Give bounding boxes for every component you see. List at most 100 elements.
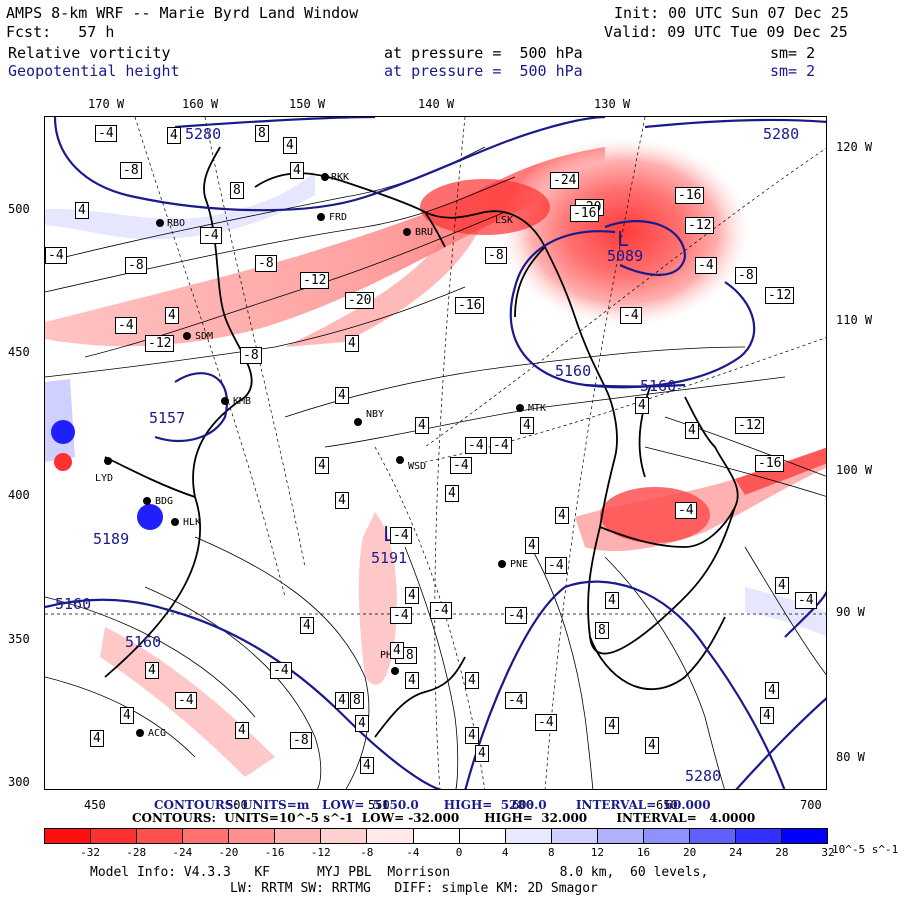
station-label: SDM	[195, 331, 214, 342]
colorbar-tick-label: 16	[636, 846, 651, 859]
height-label: 5191	[371, 549, 408, 567]
station-label: PHI	[380, 650, 398, 661]
vorticity-value-box: 4	[390, 642, 404, 659]
vorticity-value-box: -4	[115, 317, 137, 334]
valid-time: Valid: 09 UTC Tue 09 Dec 25	[604, 23, 848, 41]
vorticity-value-box: 4	[465, 727, 479, 744]
vorticity-value-box: -8	[120, 162, 142, 179]
vorticity-value-box: 4	[645, 737, 659, 754]
map-panel: RBO RKK FRD BRU LSK SDM KMB NBY MTK WSD …	[44, 116, 827, 790]
vorticity-value-box: 4	[145, 662, 159, 679]
vorticity-value-box: -4	[620, 307, 642, 324]
bottom-axis-label: 550	[368, 798, 390, 812]
vorticity-value-box: -4	[505, 692, 527, 709]
init-time: Init: 00 UTC Sun 07 Dec 25	[614, 4, 849, 22]
model-physics: LW: RRTM SW: RRTMG DIFF: simple KM: 2D S…	[230, 881, 598, 896]
colorbar-swatch	[782, 829, 828, 843]
vorticity-value-box: 4	[405, 672, 419, 689]
vorticity-value-box: 4	[405, 587, 419, 604]
vorticity-value-box: -4	[200, 227, 222, 244]
top-axis-label: 150 W	[289, 97, 326, 111]
vorticity-value-box: -24	[550, 172, 580, 189]
colorbar-swatch	[183, 829, 230, 843]
vorticity-value-box: 4	[120, 707, 134, 724]
colorbar-tick-label: 20	[683, 846, 697, 859]
colorbar-tick-label: -20	[218, 846, 239, 859]
station-label: BDG	[155, 496, 174, 507]
colorbar-tick-label: -24	[172, 846, 193, 859]
vorticity-value-box: -4	[45, 247, 67, 264]
vorticity-value-box: 4	[775, 577, 789, 594]
vorticity-value-box: -4	[535, 714, 557, 731]
field2-smooth: sm= 2	[770, 62, 816, 80]
colorbar-tick-label: -16	[264, 846, 285, 859]
colorbar-swatch	[275, 829, 322, 843]
left-axis-label: 350	[8, 632, 30, 646]
colorbar-tick-label: 28	[775, 846, 789, 859]
height-label: 5160	[125, 633, 162, 651]
vorticity-contour-info: CONTOURS: UNITS=10^-5 s^-1 LOW= -32.000 …	[132, 811, 756, 825]
station-label: BRU	[415, 227, 434, 238]
vorticity-value-box: -12	[765, 287, 795, 304]
vorticity-value-box: -16	[675, 187, 705, 204]
vorticity-value-box: -8	[485, 247, 507, 264]
top-axis-label: 140 W	[418, 97, 455, 111]
colorbar-tick-label: -28	[126, 846, 147, 859]
left-axis-label: 500	[8, 202, 30, 216]
vorticity-value-box: 4	[520, 417, 534, 434]
vorticity-value-box: 4	[167, 127, 181, 144]
top-axis-label: 170 W	[88, 97, 125, 111]
vorticity-value-box: -4	[430, 602, 452, 619]
vorticity-value-box: -8	[735, 267, 757, 284]
colorbar-swatch	[689, 829, 736, 843]
vorticity-value-box: 4	[605, 592, 619, 609]
colorbar-tick-label: -32	[80, 846, 101, 859]
height-contour-info: CONTOURS: UNITS=m LOW= 5150.0 HIGH= 5280…	[154, 798, 711, 812]
vorticity-shading	[45, 137, 826, 777]
vorticity-value-box: -12	[300, 272, 330, 289]
vorticity-value-box: -4	[465, 437, 487, 454]
vorticity-value-box: 4	[465, 672, 479, 689]
colorbar-tick-label: 4	[501, 846, 509, 859]
station-label: LSK	[495, 215, 514, 226]
colorbar-swatch	[735, 829, 782, 843]
vorticity-value-box: 8	[230, 182, 244, 199]
vorticity-value-box: 4	[760, 707, 774, 724]
field1-name: Relative vorticity	[8, 44, 171, 62]
colorbar-tick-label: -8	[360, 846, 374, 859]
colorbar-unit: 10^-5 s^-1	[832, 843, 899, 856]
colorbar-swatch	[91, 829, 138, 843]
map-canvas	[45, 117, 826, 789]
height-label: 5160	[55, 595, 92, 613]
vorticity-value-box: 8	[255, 125, 269, 142]
colorbar-swatch	[229, 829, 276, 843]
vorticity-value-box: 4	[360, 757, 374, 774]
vorticity-value-box: -4	[95, 125, 117, 142]
vorticity-value-box: -4	[270, 662, 292, 679]
bottom-axis-label: 650	[656, 798, 678, 812]
colorbar-swatch	[505, 829, 552, 843]
height-contours	[45, 117, 826, 789]
colorbar-tick-label: 32	[821, 846, 835, 859]
vorticity-value-box: 4	[335, 387, 349, 404]
top-axis-label: 160 W	[182, 97, 219, 111]
model-info: Model Info: V4.3.3 KF MYJ PBL Morrison 8…	[90, 865, 709, 880]
model-title: AMPS 8-km WRF -- Marie Byrd Land Window	[6, 4, 359, 22]
vorticity-value-box: 4	[235, 722, 249, 739]
station-label: MTK	[528, 403, 547, 414]
colorbar-swatch	[597, 829, 644, 843]
vorticity-value-box: -12	[735, 417, 765, 434]
vorticity-value-box: -8	[240, 347, 262, 364]
station-label: FRD	[329, 212, 348, 223]
station-label: RBO	[167, 218, 186, 229]
vorticity-value-box: -16	[455, 297, 485, 314]
vorticity-value-box: 4	[445, 485, 459, 502]
vorticity-value-box: 4	[290, 162, 304, 179]
height-label: 5280	[763, 125, 800, 143]
vorticity-value-box: 4	[685, 422, 699, 439]
station-label: RKK	[331, 172, 350, 183]
vorticity-value-box: -4	[450, 457, 472, 474]
field1-smooth: sm= 2	[770, 44, 816, 62]
right-axis-label: 100 W	[836, 463, 873, 477]
vorticity-value-box: -4	[390, 607, 412, 624]
